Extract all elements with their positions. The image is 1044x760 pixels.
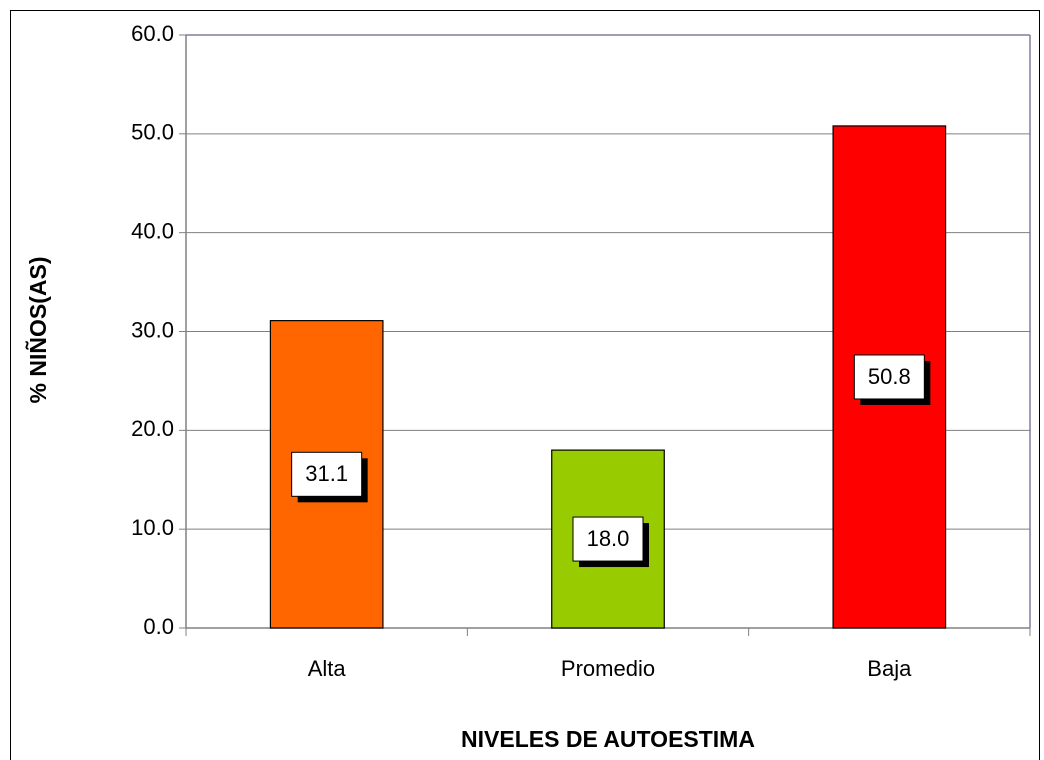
value-label-box [572, 516, 644, 562]
x-tick-label: Baja [867, 656, 912, 681]
value-label: 50.8 [868, 364, 911, 389]
y-tick-label: 40.0 [131, 218, 174, 243]
y-tick-label: 60.0 [131, 21, 174, 46]
y-tick-label: 50.0 [131, 120, 174, 145]
x-axis-title: NIVELES DE AUTOESTIMA [461, 726, 755, 752]
y-tick-label: 10.0 [131, 515, 174, 540]
y-tick-label: 20.0 [131, 416, 174, 441]
y-axis-title: % NIÑOS(AS) [24, 257, 51, 404]
value-label-box [853, 354, 925, 400]
value-label-box [291, 451, 363, 497]
x-tick-label: Promedio [561, 656, 655, 681]
x-tick-label: Alta [308, 656, 347, 681]
value-label: 31.1 [305, 461, 348, 486]
y-tick-label: 30.0 [131, 317, 174, 342]
value-label: 18.0 [587, 526, 630, 551]
y-tick-label: 0.0 [143, 614, 174, 639]
